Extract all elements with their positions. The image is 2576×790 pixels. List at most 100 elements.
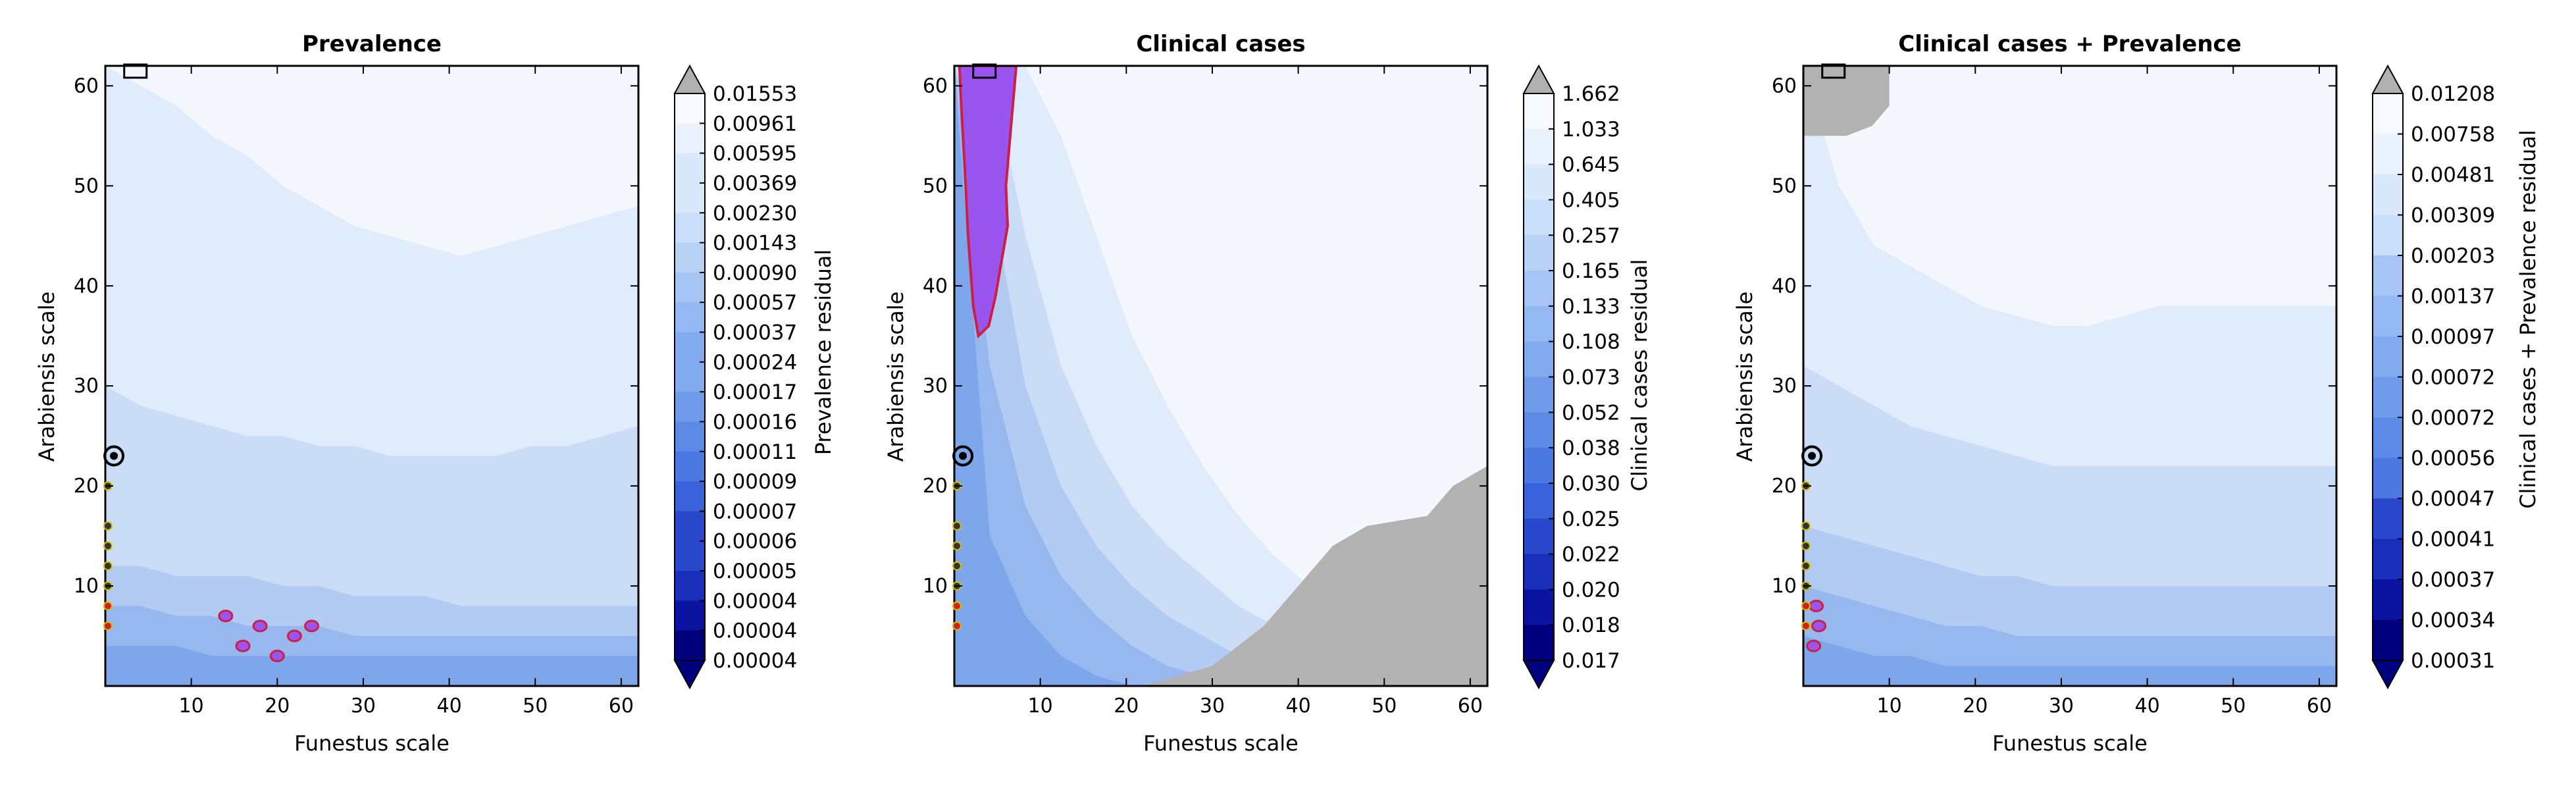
min-contour-spot (1806, 639, 1822, 652)
y-tick-label: 30 (923, 375, 948, 398)
colorbar-segment (2373, 498, 2403, 540)
colorbar-tick-label: 0.00481 (2411, 163, 2495, 187)
x-tick-label: 40 (1285, 695, 1310, 718)
colorbar-tick-label: 0.00031 (2411, 649, 2495, 673)
colorbar-tick-label: 0.00369 (713, 172, 797, 196)
axes-frame (953, 65, 1489, 687)
marker-circle-dot (110, 452, 118, 460)
colorbar-segment (2373, 336, 2403, 378)
colorbar-tick-label: 0.00758 (2411, 123, 2495, 147)
x-tick-label: 10 (179, 695, 204, 718)
contour-band-5 (105, 646, 638, 686)
colorbar-tick-label: 0.00005 (713, 560, 797, 583)
x-tick-label: 30 (351, 695, 376, 718)
colorbar-segment (675, 421, 705, 452)
colorbar-tick-label: 0.01553 (713, 82, 797, 106)
colorbar-tick-label: 0.00056 (2411, 447, 2495, 471)
colorbar-tick-label: 0.00072 (2411, 406, 2495, 430)
axes-frame (1802, 65, 2338, 687)
gray-region (1803, 66, 1890, 136)
colorbar-segment (1524, 341, 1554, 378)
x-tick-label: 30 (2049, 695, 2074, 718)
x-tick-label: 60 (609, 695, 634, 718)
marker-point (952, 561, 962, 571)
x-tick-label: 50 (523, 695, 548, 718)
y-tick-label: 20 (1772, 475, 1797, 498)
colorbar-tick-label: 0.030 (1562, 472, 1620, 496)
x-tick-label: 20 (1114, 695, 1139, 718)
colorbar-tick-label: 0.165 (1562, 259, 1620, 283)
colorbar-tick-label: 0.00009 (713, 470, 797, 494)
colorbar-segment (1524, 518, 1554, 555)
colorbar-segment (675, 213, 705, 244)
colorbar-tick-label: 0.00230 (713, 201, 797, 225)
colorbar-segment (675, 93, 705, 124)
x-tick-label: 10 (1877, 695, 1902, 718)
min-contour-spot (252, 619, 268, 633)
min-contour-spot (235, 639, 251, 652)
contour-band-4 (1803, 586, 2336, 686)
y-tick-label: 20 (74, 475, 99, 498)
colorbar-tick-label: 0.645 (1562, 153, 1620, 177)
x-tick-label: 30 (1200, 695, 1225, 718)
colorbar-tick-label: 0.00097 (2411, 325, 2495, 349)
colorbar-segment (675, 392, 705, 423)
colorbar-max-arrow (1522, 64, 1555, 94)
x-tick-label: 20 (265, 695, 290, 718)
min-contour-spot (286, 629, 302, 643)
marker-circle (952, 445, 974, 467)
y-tick-label: 50 (1772, 174, 1797, 198)
colorbar: 0.01208 0.00758 0.00481 0.00309 0.00203 0.001… (2371, 64, 2495, 690)
x-tick-label: 40 (2134, 695, 2159, 718)
marker-point (103, 621, 113, 631)
marker-circle-dot (1808, 452, 1816, 460)
x-tick-label: 60 (2307, 695, 2332, 718)
min-contour-spot (1811, 619, 1827, 633)
min-contour (958, 66, 1018, 339)
contour-band-5 (954, 66, 1487, 686)
colorbar-segment (2373, 619, 2403, 661)
colorbar-label: Clinical cases residual (1627, 259, 1652, 492)
contour-band-3 (954, 66, 1487, 686)
colorbar-segment (2373, 539, 2403, 580)
colorbar-segment (675, 153, 705, 184)
plot-area: 10 20 30 40 50 60 10 20 30 40 50 60 (923, 63, 1489, 718)
colorbar-segment (2373, 377, 2403, 418)
colorbar-tick-label: 0.00057 (713, 291, 797, 315)
colorbar-tick-label: 0.00006 (713, 530, 797, 554)
contour-band-5 (1803, 636, 2336, 686)
colorbar-tick-label: 0.018 (1562, 614, 1620, 637)
colorbar-tick-label: 0.00016 (713, 410, 797, 434)
colorbar-tick-label: 1.662 (1562, 82, 1620, 106)
colorbar-tick-label: 0.00041 (2411, 528, 2495, 552)
x-axis-label: Funestus scale (294, 731, 450, 756)
colorbar-tick-label: 0.405 (1562, 188, 1620, 212)
y-tick-label: 10 (74, 575, 99, 598)
colorbar-tick-label: 0.00143 (713, 232, 797, 255)
colorbar-tick-label: 0.020 (1562, 578, 1620, 602)
colorbar-segment (2373, 134, 2403, 175)
colorbar-tick-label: 0.00007 (713, 500, 797, 523)
marker-point (1801, 541, 1811, 551)
colorbar-segment (2373, 296, 2403, 337)
colorbar-tick-label: 0.00034 (2411, 609, 2495, 633)
panel-title: Clinical cases (1136, 31, 1305, 57)
colorbar-segment (1524, 412, 1554, 448)
colorbar-segment (2373, 93, 2403, 135)
y-tick-label: 50 (74, 174, 99, 198)
colorbar-label: Prevalence residual (811, 250, 836, 456)
colorbar-segment (2373, 215, 2403, 256)
x-tick-label: 40 (436, 695, 461, 718)
colorbar-segment (2373, 417, 2403, 459)
marker-point (1801, 561, 1811, 571)
min-contour-spot (218, 610, 234, 623)
colorbar-min-arrow (673, 660, 706, 690)
marker-point (103, 521, 113, 531)
colorbar-tick-label: 0.108 (1562, 330, 1620, 354)
colorbar-segment (675, 302, 705, 333)
x-tick-label: 50 (2221, 695, 2246, 718)
colorbar-tick-label: 0.00072 (2411, 366, 2495, 390)
min-contour-spot (269, 649, 285, 662)
x-tick-label: 20 (1963, 695, 1988, 718)
y-axis-label: Arabiensis scale (34, 292, 59, 462)
